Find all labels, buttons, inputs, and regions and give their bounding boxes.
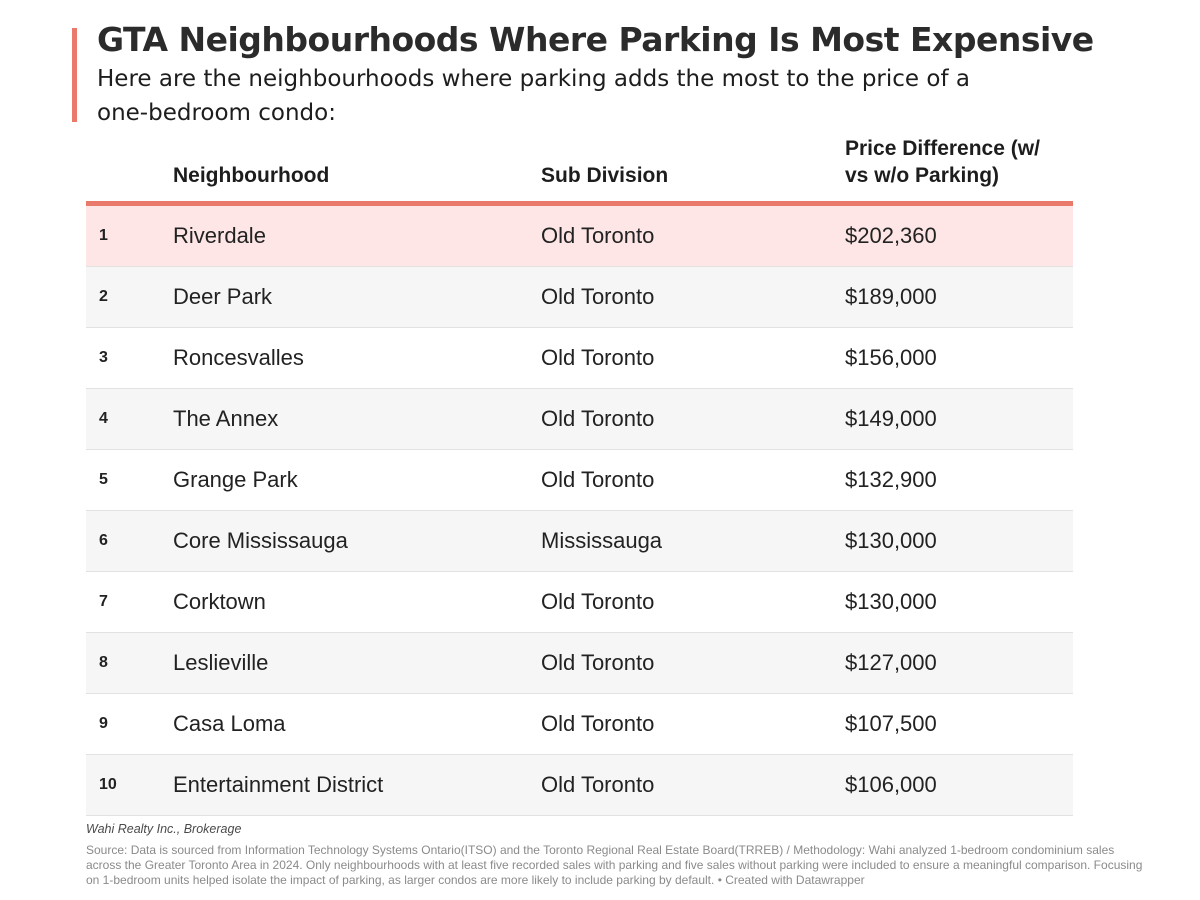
row-price-difference: $132,900 [845, 467, 937, 492]
row-price-difference: $189,000 [845, 284, 937, 309]
chart-title: GTA Neighbourhoods Where Parking Is Most… [97, 20, 1094, 59]
table-row[interactable]: 8 Leslieville Old Toronto $127,000 [86, 633, 1073, 694]
row-price-difference: $202,360 [845, 223, 937, 248]
table-row[interactable]: 4 The Annex Old Toronto $149,000 [86, 389, 1073, 450]
row-neighbourhood: Grange Park [173, 467, 298, 492]
row-neighbourhood: Riverdale [173, 223, 266, 248]
row-neighbourhood: The Annex [173, 406, 279, 431]
row-neighbourhood: Leslieville [173, 650, 269, 675]
row-rank: 6 [99, 532, 108, 549]
row-price-difference: $156,000 [845, 345, 937, 370]
column-header-neighbourhood[interactable]: Neighbourhood [173, 164, 330, 187]
row-price-difference: $130,000 [845, 528, 937, 553]
row-subdivision: Old Toronto [541, 711, 655, 736]
table-row[interactable]: 6 Core Mississauga Mississauga $130,000 [86, 511, 1073, 572]
column-header-subdivision[interactable]: Sub Division [541, 164, 669, 187]
chart-subtitle: Here are the neighbourhoods where parkin… [97, 66, 970, 126]
data-table: Neighbourhood Sub Division Price Differe… [86, 130, 1073, 816]
row-subdivision: Old Toronto [541, 589, 655, 614]
table-header: Neighbourhood Sub Division Price Differe… [86, 130, 1073, 206]
row-subdivision: Old Toronto [541, 467, 655, 492]
table-body: 1 Riverdale Old Toronto $202,360 2 Deer Park O… [86, 206, 1073, 816]
row-neighbourhood: Deer Park [173, 284, 273, 309]
row-rank: 2 [99, 288, 108, 305]
row-rank: 4 [99, 410, 108, 427]
table-row[interactable]: 3 Roncesvalles Old Toronto $156,000 [86, 328, 1073, 389]
table-row[interactable]: 2 Deer Park Old Toronto $189,000 [86, 267, 1073, 328]
row-rank: 8 [99, 654, 108, 671]
row-rank: 5 [99, 471, 108, 488]
row-neighbourhood: Corktown [173, 589, 266, 614]
table-row[interactable]: 9 Casa Loma Old Toronto $107,500 [86, 694, 1073, 755]
row-price-difference: $127,000 [845, 650, 937, 675]
row-price-difference: $149,000 [845, 406, 937, 431]
row-rank: 10 [99, 776, 117, 793]
row-rank: 3 [99, 349, 108, 366]
row-neighbourhood: Roncesvalles [173, 345, 304, 370]
row-price-difference: $107,500 [845, 711, 937, 736]
row-rank: 9 [99, 715, 108, 732]
row-neighbourhood: Core Mississauga [173, 528, 348, 553]
row-price-difference: $130,000 [845, 589, 937, 614]
source-note: Source: Data is sourced from Information… [86, 843, 1143, 887]
row-subdivision: Old Toronto [541, 406, 655, 431]
row-price-difference: $106,000 [845, 772, 937, 797]
row-subdivision: Mississauga [541, 528, 663, 553]
table-row[interactable]: 7 Corktown Old Toronto $130,000 [86, 572, 1073, 633]
row-rank: 7 [99, 593, 108, 610]
row-neighbourhood: Casa Loma [173, 711, 286, 736]
column-header-price-difference[interactable]: Price Difference (w/ vs w/o Parking) [845, 137, 1040, 187]
row-subdivision: Old Toronto [541, 284, 655, 309]
table-row[interactable]: 5 Grange Park Old Toronto $132,900 [86, 450, 1073, 511]
title-accent-bar [72, 28, 77, 122]
table-row[interactable]: 10 Entertainment District Old Toronto $106,… [86, 755, 1073, 816]
row-rank: 1 [99, 227, 108, 244]
row-subdivision: Old Toronto [541, 345, 655, 370]
row-subdivision: Old Toronto [541, 223, 655, 248]
row-subdivision: Old Toronto [541, 650, 655, 675]
byline: Wahi Realty Inc., Brokerage [86, 822, 242, 836]
row-subdivision: Old Toronto [541, 772, 655, 797]
table-row[interactable]: 1 Riverdale Old Toronto $202,360 [86, 206, 1073, 267]
row-neighbourhood: Entertainment District [173, 772, 384, 797]
